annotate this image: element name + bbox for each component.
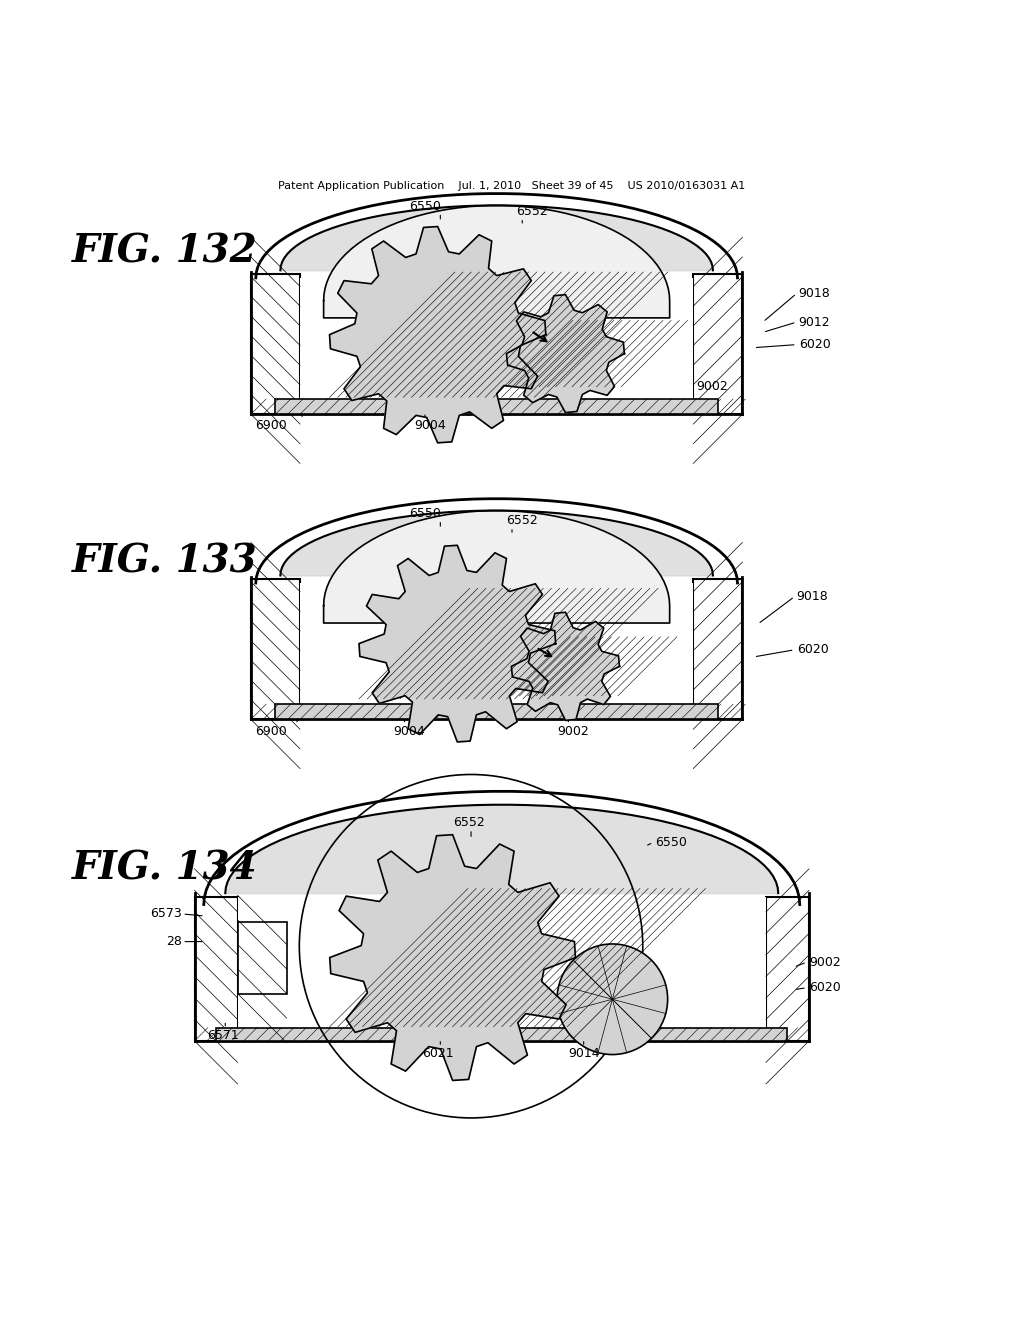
Bar	[238, 921, 287, 994]
Text: 6552: 6552	[506, 513, 539, 527]
Text: 9002: 9002	[696, 380, 728, 393]
Text: 6020: 6020	[797, 643, 828, 656]
Text: 6550: 6550	[655, 836, 687, 849]
Polygon shape	[330, 227, 546, 442]
Bar	[251, 579, 300, 719]
Text: 6020: 6020	[809, 981, 841, 994]
Bar	[195, 898, 238, 1041]
Bar	[300, 583, 693, 711]
Text: FIG. 132: FIG. 132	[72, 232, 257, 271]
Polygon shape	[324, 511, 670, 623]
Text: 6020: 6020	[799, 338, 830, 351]
Text: FIG. 134: FIG. 134	[72, 849, 257, 887]
Text: Patent Application Publication    Jul. 1, 2010   Sheet 39 of 45    US 2010/01630: Patent Application Publication Jul. 1, 2…	[279, 181, 745, 191]
Text: 6550: 6550	[409, 507, 441, 520]
Bar	[693, 579, 742, 719]
Text: 6900: 6900	[255, 725, 288, 738]
Text: 9018: 9018	[799, 286, 830, 300]
Text: 6021: 6021	[423, 1047, 454, 1060]
Bar	[238, 898, 766, 1034]
Text: 6550: 6550	[409, 199, 441, 213]
Text: 9002: 9002	[557, 725, 590, 738]
Text: 6571: 6571	[207, 1028, 240, 1041]
Text: FIG. 133: FIG. 133	[72, 543, 257, 579]
Text: 6573: 6573	[151, 907, 182, 920]
Bar	[300, 277, 693, 407]
Text: 9004: 9004	[414, 420, 446, 433]
Text: 9018: 9018	[797, 590, 828, 603]
Text: 6552: 6552	[516, 205, 549, 218]
Polygon shape	[324, 206, 670, 318]
Text: 9014: 9014	[568, 1047, 599, 1060]
Bar	[693, 275, 742, 414]
Polygon shape	[359, 545, 556, 742]
Text: 6900: 6900	[255, 420, 288, 433]
Polygon shape	[511, 612, 620, 721]
Bar	[766, 898, 809, 1041]
Bar	[275, 399, 718, 414]
Polygon shape	[507, 294, 625, 413]
Bar	[251, 275, 300, 414]
Text: 9004: 9004	[393, 725, 426, 738]
Bar	[216, 1028, 787, 1041]
Text: 9002: 9002	[809, 956, 841, 969]
Text: 28: 28	[166, 935, 182, 948]
Text: 9012: 9012	[799, 315, 830, 329]
Circle shape	[557, 944, 668, 1055]
Bar	[275, 705, 718, 719]
Text: 6552: 6552	[453, 816, 485, 829]
Polygon shape	[330, 834, 575, 1081]
